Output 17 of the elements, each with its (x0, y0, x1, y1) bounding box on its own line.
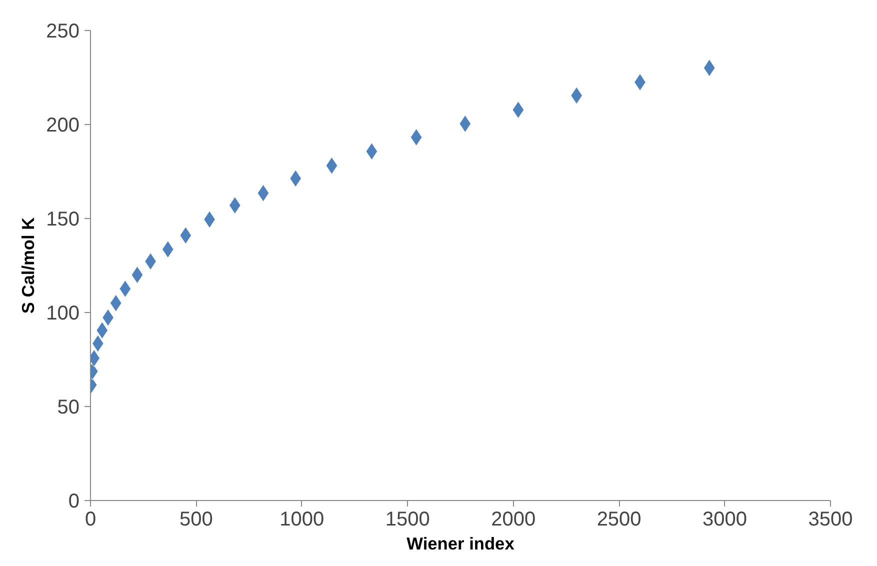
x-tick-label: 3000 (702, 508, 748, 530)
y-tick-label: 100 (46, 302, 80, 324)
x-tick-label: 1500 (385, 508, 430, 530)
y-tick-label: 0 (68, 490, 80, 512)
x-tick-label: 0 (84, 508, 96, 530)
y-axis-title: S Cal/mol K (18, 216, 38, 314)
y-tick-label: 150 (46, 208, 80, 230)
y-tick-label: 50 (57, 396, 80, 418)
x-tick-label: 2500 (596, 508, 642, 530)
x-tick-label: 500 (180, 508, 213, 530)
y-tick-label: 200 (46, 114, 80, 136)
x-tick-label: 1000 (280, 508, 324, 530)
x-axis-title: Wiener index (406, 534, 515, 554)
y-tick-label: 250 (46, 20, 80, 42)
point (459, 115, 472, 132)
x-tick-label: 3500 (808, 508, 853, 530)
x-tick-label: 2000 (491, 508, 536, 530)
